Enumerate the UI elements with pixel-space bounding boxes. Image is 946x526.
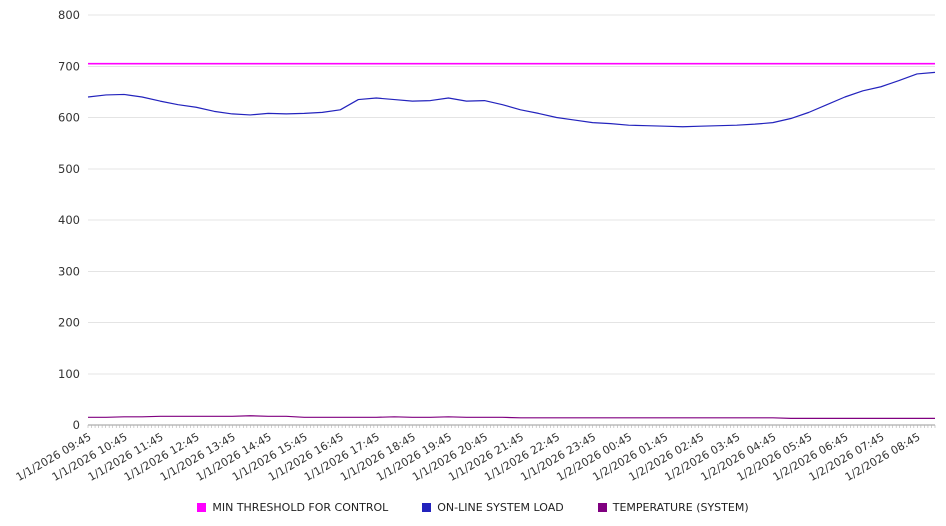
y-tick-label: 300 bbox=[58, 264, 80, 278]
x-minor-ticks bbox=[87, 425, 936, 428]
y-tick-label: 100 bbox=[58, 367, 80, 381]
gridlines bbox=[88, 14, 935, 426]
legend-item-min-threshold[interactable]: MIN THRESHOLD FOR CONTROL bbox=[197, 501, 388, 514]
legend-item-temperature[interactable]: TEMPERATURE (SYSTEM) bbox=[597, 500, 749, 514]
y-tick-label: 500 bbox=[58, 162, 80, 176]
series-line-2 bbox=[88, 415, 935, 419]
chart-plot-area: 0 100 200 300 400 500 600 700 800 1/1/2026 09:451… bbox=[14, 8, 936, 484]
chart-legend: MIN THRESHOLD FOR CONTROL ON-LINE SYSTEM… bbox=[0, 492, 946, 522]
y-tick-label: 400 bbox=[58, 213, 80, 227]
legend-label-system-load: ON-LINE SYSTEM LOAD bbox=[437, 500, 564, 514]
legend-item-system-load[interactable]: ON-LINE SYSTEM LOAD bbox=[422, 500, 564, 514]
series-lines bbox=[87, 62, 936, 419]
legend-label-min-threshold: MIN THRESHOLD FOR CONTROL bbox=[212, 500, 389, 514]
y-tick-label: 800 bbox=[58, 8, 80, 22]
legend-swatch-system-load bbox=[422, 502, 432, 512]
legend-swatch-temperature bbox=[597, 502, 607, 512]
y-tick-label: 0 bbox=[73, 418, 80, 432]
y-tick-label: 200 bbox=[58, 316, 80, 330]
legend-label-temperature: TEMPERATURE (SYSTEM) bbox=[612, 500, 749, 514]
y-axis-labels: 0 100 200 300 400 500 600 700 800 bbox=[58, 8, 80, 432]
series-line-1 bbox=[87, 71, 936, 128]
x-axis-labels: 1/1/2026 09:451/1/2026 10:451/1/2026 11:… bbox=[14, 430, 923, 484]
y-tick-label: 700 bbox=[58, 59, 80, 73]
legend-swatch-min-threshold bbox=[197, 502, 207, 512]
y-tick-label: 600 bbox=[58, 111, 80, 125]
